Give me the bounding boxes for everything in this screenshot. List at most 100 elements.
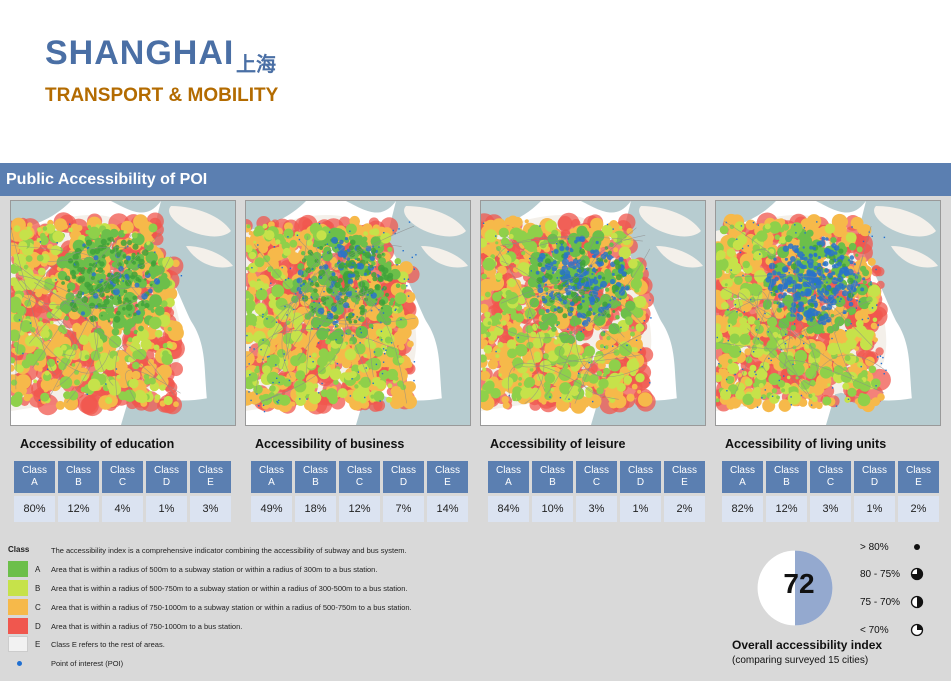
class-value: 2% — [898, 496, 939, 522]
legend-item-a: A Area that is within a radius of 500m t… — [8, 561, 508, 577]
class-header: Class B — [766, 461, 807, 493]
class-value: 18% — [295, 496, 336, 522]
class-header: Class C — [810, 461, 851, 493]
legend-item-c: C Area that is within a radius of 750-10… — [8, 599, 508, 615]
class-header: Class E — [427, 461, 468, 493]
class-table-leisure: Class A Class B Class C Class D Class E 84% 1… — [485, 458, 708, 525]
scale-half-icon — [910, 595, 924, 609]
scale-label: 80 - 75% — [860, 569, 901, 580]
legend-swatch — [8, 618, 28, 634]
page-title-chinese: 上海 — [236, 52, 276, 76]
legend-swatch — [8, 636, 28, 652]
legend-letter: D — [35, 622, 41, 631]
panel-education: Accessibility of education — [10, 200, 236, 453]
class-value: 2% — [664, 496, 705, 522]
legend-letter: E — [35, 640, 41, 649]
class-header: Class B — [295, 461, 336, 493]
panel-title: Accessibility of education — [20, 437, 175, 451]
class-header: Class E — [664, 461, 705, 493]
class-header: Class D — [383, 461, 424, 493]
class-table-business: Class A Class B Class C Class D Class E 49% 1… — [248, 458, 471, 525]
legend-letter: C — [35, 603, 41, 612]
legend-letter: B — [35, 584, 41, 593]
class-header: Class C — [576, 461, 617, 493]
class-table-education: Class A Class B Class C Class D Class E 80% 1… — [11, 458, 234, 525]
scale-item: > 80% — [860, 540, 940, 556]
legend-item-b: B Area that is within a radius of 500-75… — [8, 580, 508, 596]
class-header: Class A — [488, 461, 529, 493]
map-business — [245, 200, 471, 426]
poi-dot-icon — [17, 661, 22, 666]
class-value: 82% — [722, 496, 763, 522]
legend-text: Area that is within a radius of 500m to … — [51, 565, 378, 574]
index-value: 72 — [783, 568, 815, 599]
class-value: 1% — [620, 496, 661, 522]
legend-letter: A — [35, 565, 41, 574]
class-value: 84% — [488, 496, 529, 522]
panel-business: Accessibility of business — [245, 200, 471, 453]
map-living-units — [715, 200, 941, 426]
class-value: 4% — [102, 496, 143, 522]
class-header: Class C — [339, 461, 380, 493]
legend-item-e: E Class E refers to the rest of areas. — [8, 636, 508, 652]
legend-text: Class E refers to the rest of areas. — [51, 640, 165, 649]
class-header: Class D — [854, 461, 895, 493]
scale-item: 80 - 75% — [860, 567, 940, 583]
legend-swatch — [8, 561, 28, 577]
legend-text: Area that is within a radius of 500-750m… — [51, 584, 408, 593]
page-title: SHANGHAI — [45, 34, 235, 72]
scale-full-icon — [914, 544, 920, 550]
class-value: 12% — [58, 496, 99, 522]
scale-label: > 80% — [860, 542, 889, 553]
class-header: Class A — [14, 461, 55, 493]
class-value: 10% — [532, 496, 573, 522]
index-pie-icon — [757, 550, 833, 626]
class-value: 3% — [190, 496, 231, 522]
page-subtitle: TRANSPORT & MOBILITY — [45, 85, 279, 106]
class-header: Class E — [898, 461, 939, 493]
scale-label: < 70% — [860, 625, 889, 636]
class-value: 3% — [810, 496, 851, 522]
class-header: Class C — [102, 461, 143, 493]
class-header: Class E — [190, 461, 231, 493]
class-header: Class A — [251, 461, 292, 493]
class-header: Class B — [532, 461, 573, 493]
class-value: 1% — [854, 496, 895, 522]
legend-text: Area that is within a radius of 750-1000… — [51, 603, 412, 612]
class-value: 1% — [146, 496, 187, 522]
class-value: 49% — [251, 496, 292, 522]
index-label: Overall accessibility index — [732, 638, 883, 652]
class-header: Class D — [620, 461, 661, 493]
section-banner: Public Accessibility of POI — [0, 163, 951, 196]
legend-text: Area that is within a radius of 750-1000… — [51, 622, 243, 631]
panel-title: Accessibility of living units — [725, 437, 887, 451]
legend-swatch — [8, 599, 28, 615]
panel-living-units: Accessibility of living units — [715, 200, 941, 453]
scale-item: < 70% — [860, 623, 940, 639]
map-education — [10, 200, 236, 426]
class-table-living-units: Class A Class B Class C Class D Class E 82% 1… — [719, 458, 942, 525]
class-value: 12% — [339, 496, 380, 522]
scale-three-quarter-icon — [910, 567, 924, 581]
legend-item-poi: Point of interest (POI) — [8, 655, 508, 671]
class-header: Class B — [58, 461, 99, 493]
map-leisure — [480, 200, 706, 426]
legend-item-d: D Area that is within a radius of 750-10… — [8, 618, 508, 634]
index-pie-wedge — [795, 550, 833, 626]
legend-swatch — [8, 580, 28, 596]
class-value: 3% — [576, 496, 617, 522]
panel-title: Accessibility of business — [255, 437, 405, 451]
scale-item: 75 - 70% — [860, 595, 940, 611]
class-header: Class A — [722, 461, 763, 493]
class-value: 7% — [383, 496, 424, 522]
class-header: Class D — [146, 461, 187, 493]
legend-heading: Class — [8, 545, 30, 554]
scale-quarter-icon — [910, 623, 924, 637]
class-value: 80% — [14, 496, 55, 522]
legend-text: Point of interest (POI) — [51, 659, 124, 668]
index-sub-label: (comparing surveyed 15 cities) — [732, 655, 869, 666]
panel-leisure: Accessibility of leisure — [480, 200, 706, 453]
scale-label: 75 - 70% — [860, 597, 901, 608]
class-value: 12% — [766, 496, 807, 522]
panel-title: Accessibility of leisure — [490, 437, 626, 451]
